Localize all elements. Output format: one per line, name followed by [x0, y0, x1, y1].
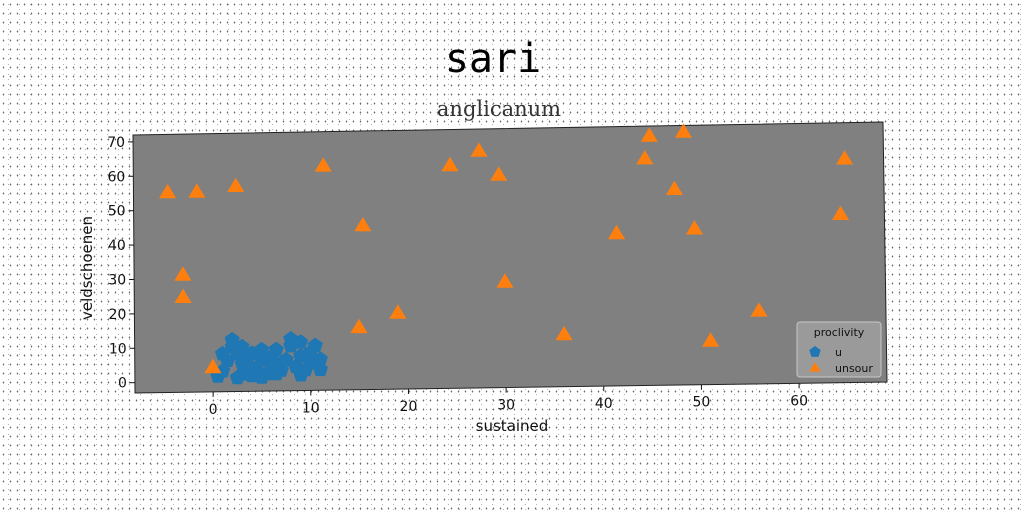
- data-point-u: [293, 367, 309, 382]
- x-tick-label: 30: [497, 398, 515, 414]
- y-tick-label: 30: [108, 272, 126, 288]
- data-point-unsour: [174, 288, 192, 303]
- legend-label-u: u: [835, 346, 842, 359]
- data-point-unsour: [836, 150, 854, 165]
- y-tick-label: 50: [108, 204, 126, 220]
- data-point-unsour: [685, 220, 703, 235]
- legend-label-unsour: unsour: [835, 362, 873, 375]
- data-point-unsour: [227, 177, 245, 192]
- legend-marker-u: [809, 346, 821, 357]
- data-point-unsour: [389, 304, 407, 319]
- legend-items: u unsour: [809, 346, 873, 375]
- data-point-unsour: [204, 358, 222, 374]
- axis-ticks: 0 10 20 30 40 50 60 0 10 20 30 40 50 60 70: [107, 135, 808, 418]
- x-tick-label: 40: [595, 396, 613, 412]
- data-point-unsour: [174, 266, 192, 281]
- x-tick-label: 10: [302, 400, 320, 416]
- data-point-u: [224, 331, 240, 347]
- data-point-unsour: [608, 224, 626, 240]
- x-tick-label: 20: [400, 399, 418, 415]
- data-point-u: [268, 365, 285, 381]
- data-point-unsour: [441, 156, 459, 172]
- data-point-u: [234, 338, 250, 354]
- data-point-unsour: [702, 332, 720, 347]
- data-point-unsour: [750, 302, 768, 317]
- data-point-unsour: [314, 157, 332, 172]
- data-point-u: [229, 369, 245, 385]
- data-points: [159, 123, 854, 385]
- y-axis-label: veldschoenen: [78, 216, 96, 320]
- data-point-unsour: [674, 123, 692, 138]
- data-point-u: [278, 351, 294, 367]
- y-tick-label: 0: [118, 376, 127, 392]
- y-tick-label: 10: [109, 341, 127, 357]
- data-point-unsour: [470, 142, 488, 157]
- x-tick-label: 50: [693, 395, 711, 411]
- data-point-unsour: [188, 183, 206, 198]
- x-axis-label: sustained: [476, 417, 549, 435]
- data-point-u: [307, 337, 323, 352]
- data-point-u: [215, 345, 231, 361]
- data-point-u: [268, 341, 284, 357]
- data-point-u: [312, 351, 328, 366]
- data-point-unsour: [555, 325, 573, 341]
- plot-area: [132, 121, 888, 394]
- chart-subtitle: anglicanum: [437, 97, 561, 121]
- y-tick-label: 40: [108, 238, 126, 254]
- legend: proclivity u unsour: [796, 321, 882, 378]
- y-tick-label: 20: [109, 307, 127, 323]
- data-point-unsour: [665, 180, 683, 195]
- data-point-unsour: [496, 273, 514, 288]
- x-tick-label: 60: [790, 393, 808, 409]
- data-point-unsour: [354, 216, 372, 232]
- data-point-u: [254, 341, 270, 357]
- legend-marker-unsour: [809, 362, 821, 372]
- data-point-u: [254, 369, 270, 384]
- legend-title: proclivity: [814, 326, 865, 339]
- data-point-unsour: [490, 166, 508, 181]
- y-tick-label: 70: [107, 135, 125, 151]
- data-point-unsour: [640, 127, 658, 142]
- data-point-u: [293, 334, 309, 349]
- chart-title: sari: [445, 36, 541, 82]
- x-tick-label: 0: [209, 402, 218, 418]
- data-point-unsour: [159, 183, 177, 199]
- data-point-unsour: [350, 318, 368, 334]
- legend-box: [796, 321, 882, 378]
- data-point-u: [312, 361, 328, 377]
- y-tick-label: 60: [107, 169, 125, 185]
- data-point-unsour: [832, 205, 850, 220]
- data-point-unsour: [636, 150, 654, 165]
